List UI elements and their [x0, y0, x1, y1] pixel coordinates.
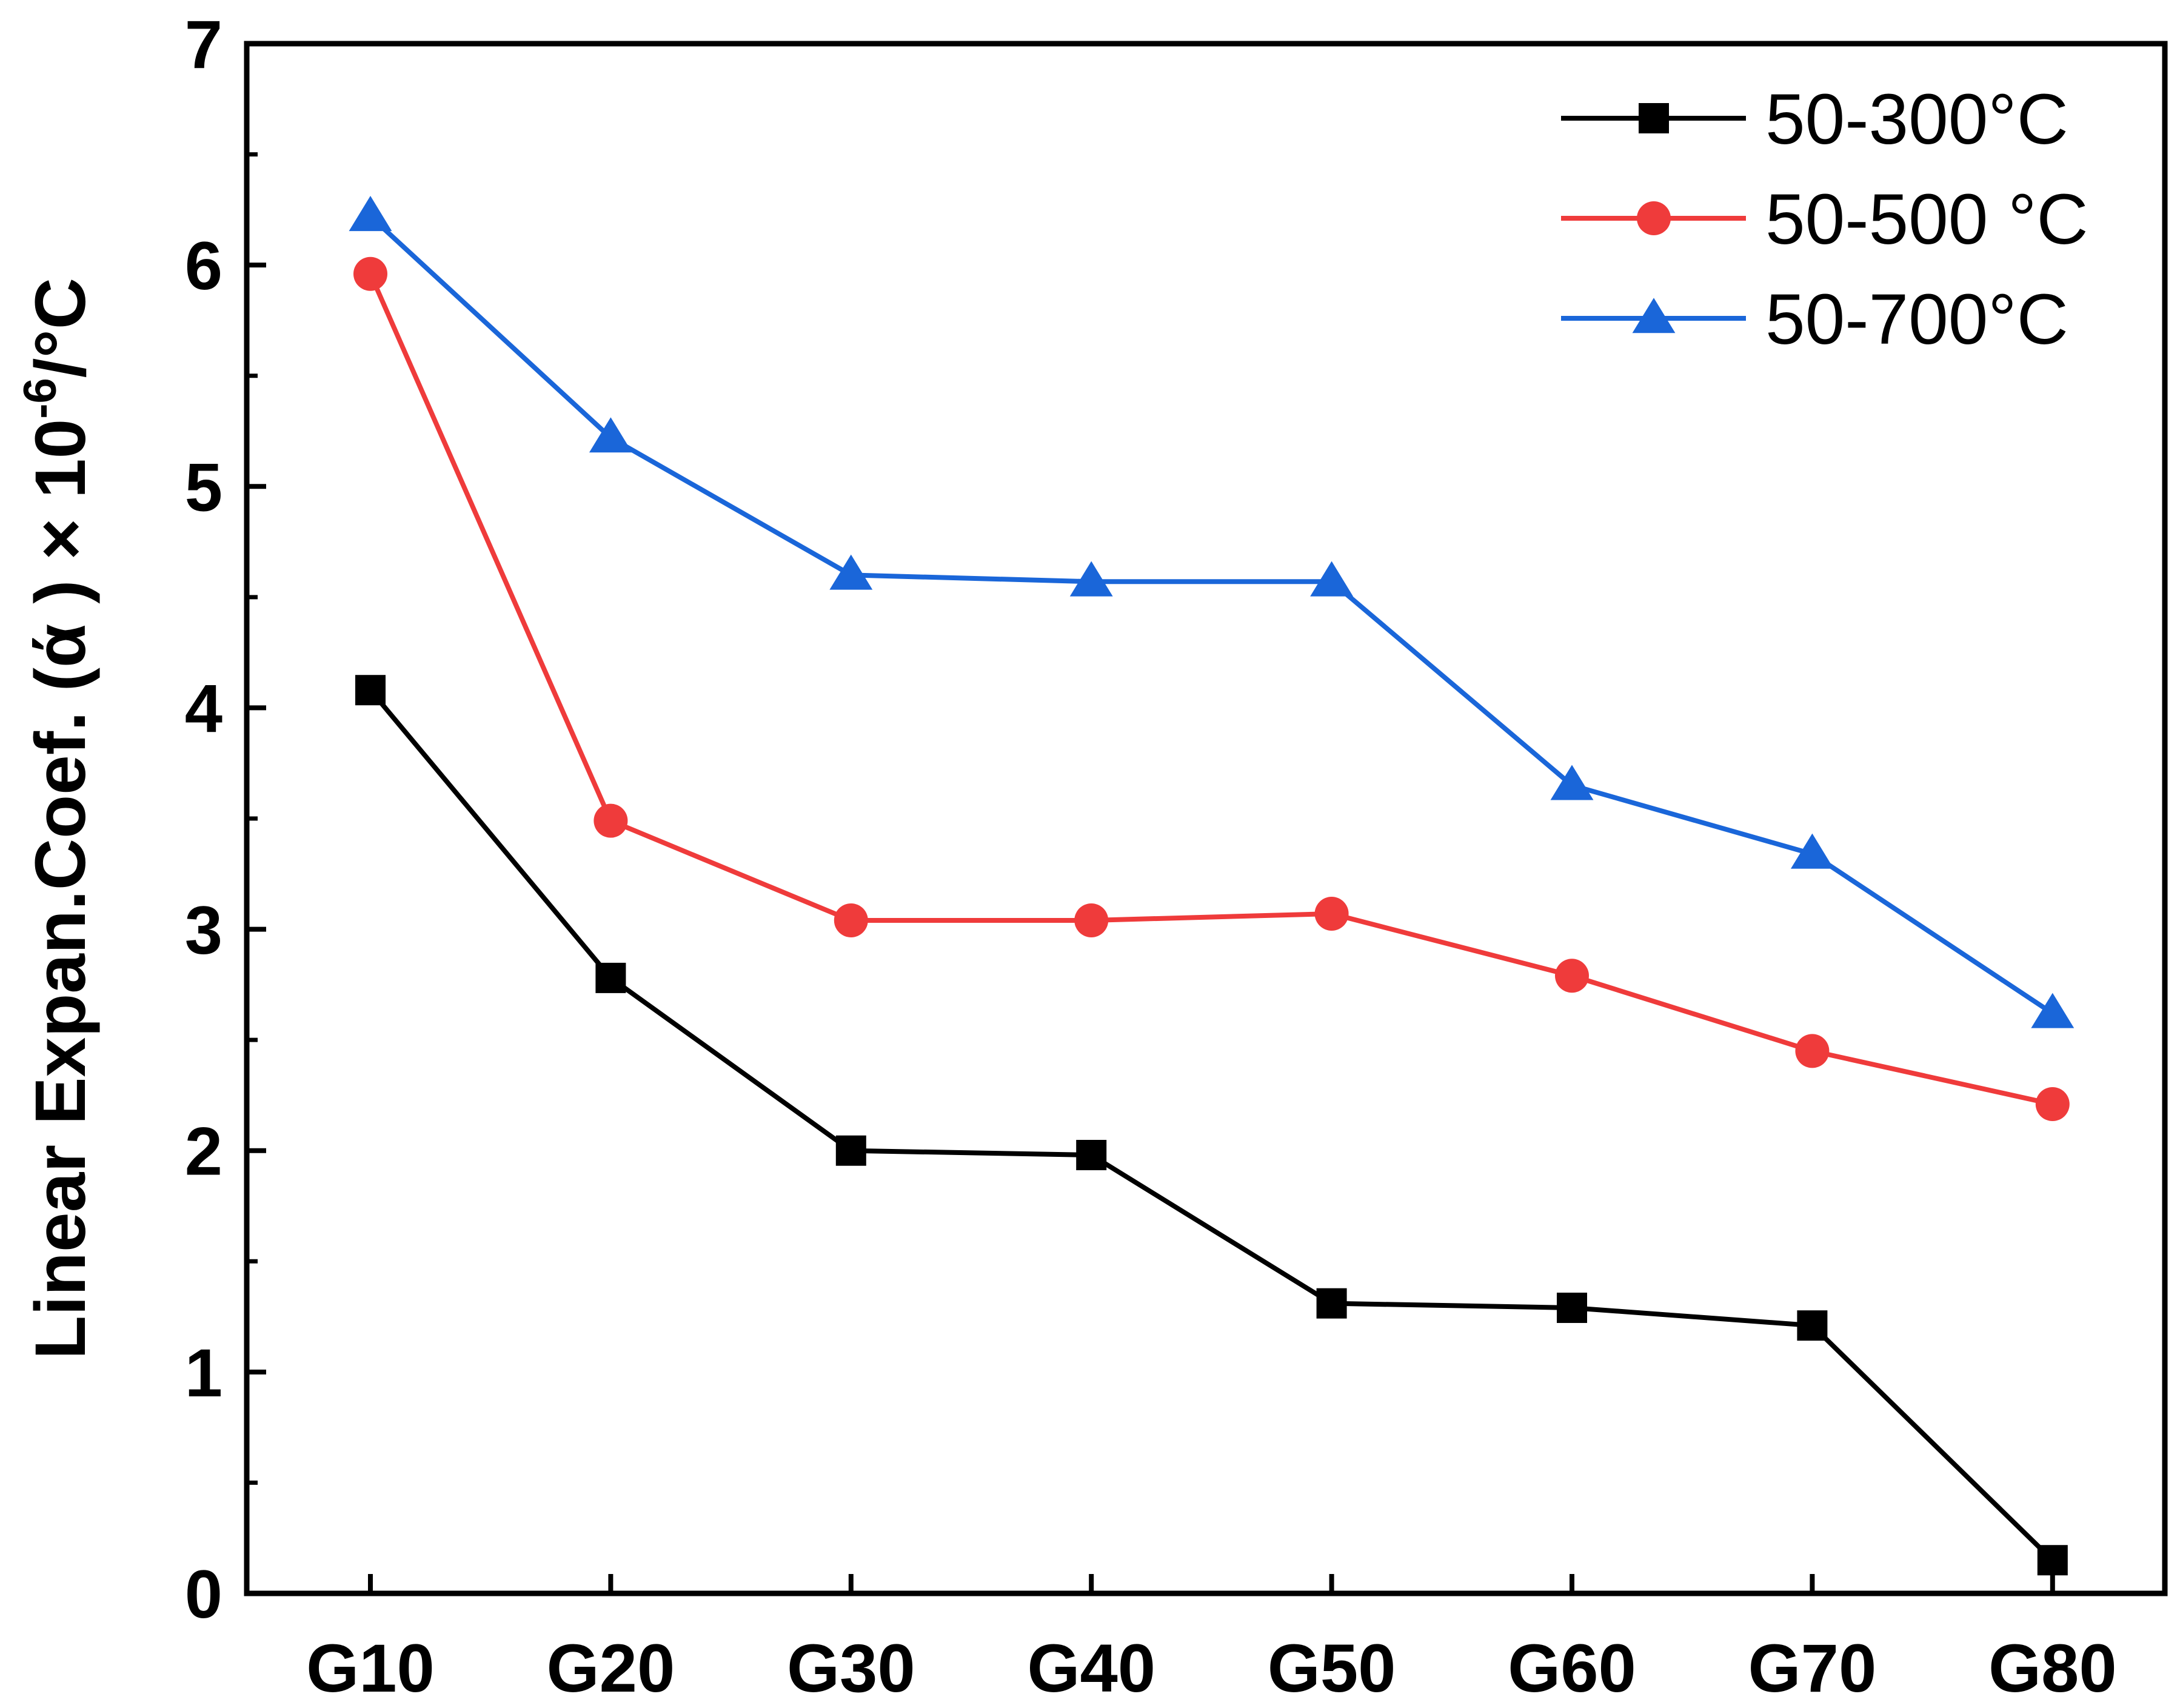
square-marker [1316, 1288, 1347, 1319]
y-tick-label: 1 [185, 1335, 222, 1411]
y-tick-label: 0 [185, 1556, 222, 1632]
series-line [369, 214, 2055, 1016]
series-3 [349, 196, 2075, 1028]
x-tick-label: G80 [1988, 1630, 2117, 1706]
y-tick-label: 6 [185, 228, 222, 304]
triangle-marker [829, 554, 873, 590]
square-marker [1076, 1140, 1107, 1171]
circle-marker [1637, 201, 1671, 235]
x-tick-label: G50 [1268, 1630, 1396, 1706]
y-tick-label: 3 [185, 893, 222, 968]
legend-label: 50-300°C [1765, 79, 2068, 159]
triangle-marker [1632, 298, 1676, 333]
y-tick-label: 7 [185, 7, 222, 82]
series-line [368, 273, 2053, 1107]
legend-item-3: 50-700°C [1561, 280, 2068, 360]
triangle-marker [349, 196, 392, 232]
square-marker [835, 1135, 866, 1166]
circle-marker [593, 803, 628, 838]
circle-marker [1795, 1034, 1830, 1068]
series-line [368, 688, 2055, 1562]
x-tick-label: G60 [1508, 1630, 1636, 1706]
square-marker [1797, 1310, 1828, 1341]
legend-label: 50-500 °C [1765, 179, 2088, 260]
x-tick-label: G20 [547, 1630, 675, 1706]
y-tick-label: 5 [185, 449, 222, 525]
triangle-marker [2031, 993, 2075, 1028]
x-tick-label: G10 [306, 1630, 435, 1706]
triangle-marker [1790, 833, 1834, 869]
y-tick-label: 2 [185, 1114, 222, 1190]
x-axis: G10 G20 G30 G40 G50 G60 G70 G80 [306, 1574, 2117, 1706]
circle-marker [1555, 959, 1589, 993]
y-axis-title-suffix: /°C [21, 278, 101, 378]
triangle-marker [1550, 765, 1594, 800]
series-2 [353, 256, 2070, 1122]
series-1 [355, 675, 2068, 1576]
square-marker [595, 962, 626, 993]
square-marker [1639, 103, 1669, 133]
square-marker [355, 675, 386, 706]
square-marker [2037, 1545, 2068, 1576]
square-marker [1557, 1292, 1587, 1323]
x-tick-label: G30 [787, 1630, 915, 1706]
y-axis-title-superscript: -6 [15, 378, 66, 419]
circle-marker [353, 256, 387, 291]
series-layer [349, 196, 2075, 1576]
triangle-marker [1310, 561, 1354, 597]
circle-marker [2035, 1087, 2070, 1122]
y-axis-title: Linear Expan.Coef. (ά ) × 10-6/°C [15, 278, 101, 1359]
y-axis: 0 1 2 3 4 5 6 7 [185, 7, 266, 1632]
legend-label: 50-700°C [1765, 280, 2068, 360]
circle-marker [834, 903, 868, 937]
y-tick-label: 4 [185, 671, 222, 746]
legend-item-2: 50-500 °C [1561, 179, 2088, 260]
plot-frame [244, 41, 2168, 1596]
legend: 50-300°C 50-500 °C 50-700°C [1561, 79, 2088, 360]
x-tick-label: G70 [1748, 1630, 1877, 1706]
circle-marker [1074, 903, 1109, 937]
legend-item-1: 50-300°C [1561, 79, 2068, 159]
y-axis-title-main: Linear Expan.Coef. (ά ) × 10 [21, 419, 101, 1359]
circle-marker [1314, 897, 1349, 931]
triangle-marker [1069, 561, 1113, 597]
triangle-marker [589, 417, 632, 453]
x-tick-label: G40 [1027, 1630, 1155, 1706]
